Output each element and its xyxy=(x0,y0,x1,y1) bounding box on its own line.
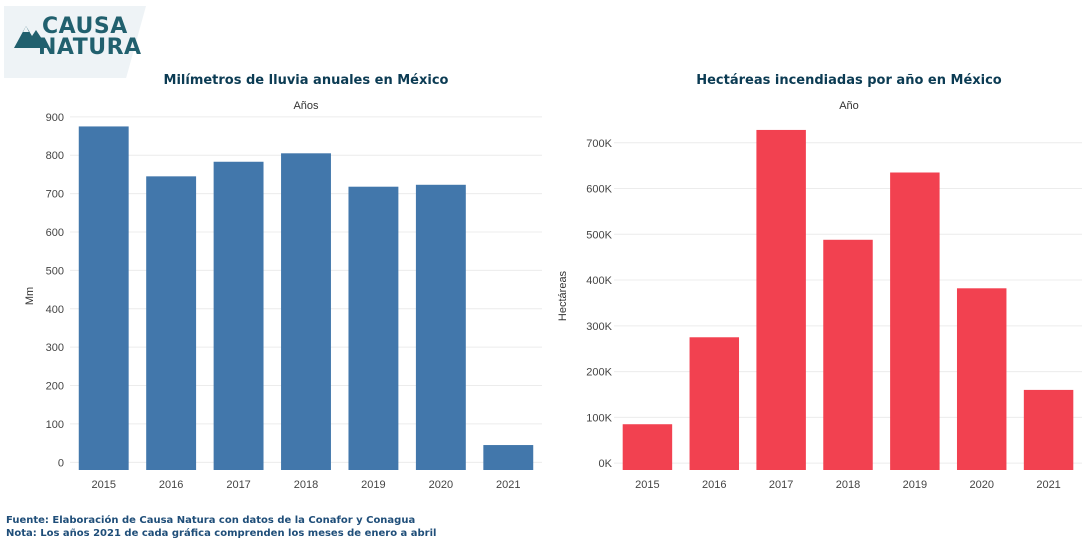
x-tick-label: 2018 xyxy=(294,479,318,491)
bar-2019[interactable] xyxy=(348,186,399,470)
y-tick-label: 400 xyxy=(46,304,64,316)
y-tick-label: 0K xyxy=(599,458,613,470)
y-tick-label: 700 xyxy=(46,189,64,201)
y-tick-label: 400K xyxy=(586,275,612,287)
x-axis-header-rainfall: Años xyxy=(293,100,319,112)
bar-2021[interactable] xyxy=(1023,389,1074,470)
x-tick-label: 2021 xyxy=(1036,479,1060,491)
logo-word-causa: CAUSA xyxy=(42,14,128,39)
chart-title-rainfall: Milímetros de lluvia anuales en México xyxy=(163,73,449,88)
x-tick-label: 2019 xyxy=(903,479,927,491)
x-tick-label: 2017 xyxy=(226,479,250,491)
x-tick-label: 2021 xyxy=(496,479,520,491)
x-tick-label: 2020 xyxy=(969,479,993,491)
bar-2015[interactable] xyxy=(622,424,673,470)
chart-title-burned-hectares: Hectáreas incendiadas por año en México xyxy=(696,73,1002,88)
bar-2016[interactable] xyxy=(689,337,740,470)
y-tick-label: 800 xyxy=(46,150,64,162)
x-tick-label: 2015 xyxy=(91,479,115,491)
y-tick-label: 100 xyxy=(46,419,64,431)
bar-2018[interactable] xyxy=(823,239,873,470)
logo-word-natura: NATURA xyxy=(38,35,142,60)
footer-note: Nota: Los años 2021 de cada gráfica comp… xyxy=(6,528,437,539)
bar-2021[interactable] xyxy=(483,445,534,470)
y-tick-label: 200K xyxy=(586,367,612,379)
bar-2016[interactable] xyxy=(146,176,197,470)
y-tick-label: 500 xyxy=(46,265,64,277)
y-tick-label: 600K xyxy=(586,184,612,196)
bar-2015[interactable] xyxy=(78,126,129,470)
x-tick-label: 2017 xyxy=(769,479,793,491)
mountain-icon xyxy=(14,26,48,48)
footer-source: Fuente: Elaboración de Causa Natura con … xyxy=(6,515,416,526)
x-tick-label: 2016 xyxy=(702,479,726,491)
bar-2017[interactable] xyxy=(213,161,264,470)
x-tick-label: 2015 xyxy=(635,479,659,491)
x-axis-header-burned-hectares: Año xyxy=(839,100,859,112)
x-tick-label: 2016 xyxy=(159,479,183,491)
bar-2019[interactable] xyxy=(890,172,940,471)
x-tick-label: 2020 xyxy=(429,479,453,491)
y-tick-label: 600 xyxy=(46,227,64,239)
y-tick-label: 0 xyxy=(58,457,64,469)
y-tick-label: 300K xyxy=(586,321,612,333)
causa-natura-logo: CAUSA NATURA xyxy=(4,6,154,78)
bar-2017[interactable] xyxy=(756,129,806,470)
y-tick-label: 500K xyxy=(586,229,612,241)
bar-2018[interactable] xyxy=(281,153,331,470)
bar-2020[interactable] xyxy=(415,184,466,470)
y-tick-label: 900 xyxy=(46,112,64,124)
x-tick-label: 2018 xyxy=(836,479,860,491)
x-tick-label: 2019 xyxy=(361,479,385,491)
y-tick-label: 700K xyxy=(586,138,612,150)
y-tick-label: 200 xyxy=(46,381,64,393)
y-tick-label: 100K xyxy=(586,412,612,424)
bar-2020[interactable] xyxy=(956,288,1007,470)
y-tick-label: 300 xyxy=(46,342,64,354)
